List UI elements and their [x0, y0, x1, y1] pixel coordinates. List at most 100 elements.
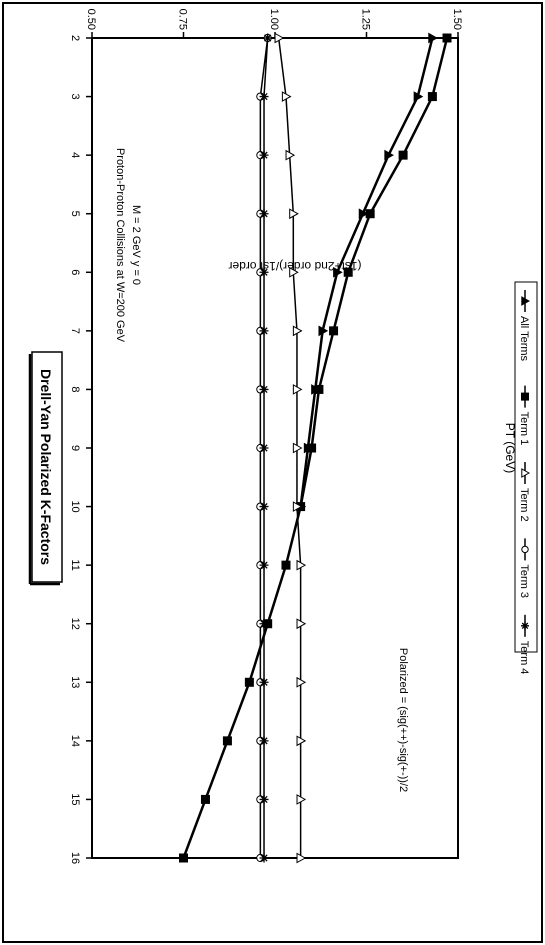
- legend-item: All Terms: [518, 290, 531, 362]
- y-axis-label: (1st+2nd order)/1st order: [228, 259, 361, 273]
- data-point: [296, 735, 307, 747]
- series-term-2: [274, 32, 307, 864]
- data-point: [200, 794, 210, 804]
- data-point: [521, 468, 531, 478]
- annotation-collisions: Proton-Proton Collisions at W=200 GeV: [114, 148, 126, 343]
- data-point: [259, 209, 269, 219]
- data-point: [365, 209, 375, 219]
- data-point: [442, 33, 452, 43]
- data-point: [259, 384, 269, 394]
- data-point: [296, 559, 307, 571]
- x-axis-label: PT (GeV): [503, 423, 517, 473]
- data-point: [292, 384, 303, 395]
- x-tick-label: 7: [69, 328, 81, 334]
- x-tick-label: 10: [69, 500, 81, 512]
- data-point: [343, 267, 353, 277]
- data-point: [179, 853, 188, 863]
- annotation-polarized: Polarized = (sig(++)-sig(+-))/2: [397, 648, 409, 792]
- data-point: [259, 736, 269, 746]
- x-tick-label: 4: [69, 152, 81, 158]
- series-layer: [179, 32, 452, 864]
- y-tick-label: 1.50: [451, 9, 463, 30]
- title-box: [31, 351, 63, 583]
- data-point: [259, 677, 269, 687]
- data-point: [289, 266, 299, 278]
- data-point: [413, 91, 424, 102]
- legend-box: [514, 281, 538, 653]
- x-tick-label: 14: [69, 735, 81, 747]
- legend-label: Term 2: [518, 488, 530, 522]
- data-point: [259, 502, 269, 512]
- x-tick-label: 11: [69, 559, 81, 570]
- data-point: [292, 501, 303, 512]
- data-point: [333, 266, 343, 278]
- data-point: [285, 149, 296, 161]
- data-point: [521, 296, 531, 306]
- data-point: [398, 150, 408, 160]
- data-point: [521, 392, 529, 401]
- data-point: [289, 208, 299, 220]
- y-tick-label: 1.25: [360, 9, 372, 30]
- y-axis-ticks: 0.50 0.75 1.00 1.25 1.50: [85, 9, 463, 38]
- legend-label: Term 1: [518, 412, 530, 446]
- x-tick-label: 9: [69, 445, 81, 451]
- data-point: [292, 325, 303, 337]
- data-point: [263, 33, 273, 43]
- x-axis-ticks: 2 3 4 5 6 7 8 9 10 11 12 13 14 15 16: [69, 35, 92, 864]
- legend-label: Term 3: [518, 564, 530, 598]
- x-tick-label: 16: [69, 852, 81, 864]
- data-point: [521, 545, 529, 554]
- legend-item: Term 1: [518, 385, 530, 446]
- y-tick-label: 0.50: [85, 9, 97, 30]
- x-tick-label: 2: [69, 35, 81, 41]
- data-point: [259, 853, 269, 863]
- x-tick-label: 8: [69, 386, 81, 392]
- data-point: [358, 208, 369, 220]
- data-point: [384, 149, 394, 161]
- data-point: [296, 852, 307, 864]
- data-point: [222, 736, 232, 746]
- data-point: [259, 326, 269, 336]
- x-tick-label: 6: [69, 269, 81, 275]
- rotated-chart: 2 3 4 5 6 7 8 9 10 11 12 13 14 15 16 0.50 0.75 1.00 1.25 1…: [28, 9, 538, 864]
- annotation-mass: M = 2 GeV y = 0: [130, 205, 142, 285]
- data-point: [259, 560, 269, 570]
- series-term-1: [179, 33, 452, 863]
- data-point: [259, 443, 269, 453]
- x-tick-label: 15: [69, 793, 81, 805]
- x-tick-label: 12: [69, 618, 81, 630]
- data-point: [281, 560, 291, 570]
- y-tick-label: 1.00: [268, 9, 280, 30]
- x-tick-label: 3: [69, 94, 81, 100]
- data-point: [259, 619, 269, 629]
- legend-label: All Terms: [518, 316, 530, 362]
- series-term-4: [259, 33, 273, 863]
- x-tick-label: 5: [69, 211, 81, 217]
- data-point: [296, 618, 307, 630]
- data-point: [427, 92, 437, 102]
- x-tick-label: 13: [69, 676, 81, 688]
- data-point: [428, 32, 438, 44]
- legend-item: Term 2: [518, 462, 531, 522]
- chart-title: Drell-Yan Polarized K-Factors: [38, 369, 54, 565]
- data-point: [329, 326, 339, 336]
- data-point: [296, 794, 307, 805]
- data-point: [296, 676, 307, 688]
- legend-item: Term 3: [518, 538, 530, 598]
- data-point: [521, 621, 529, 630]
- data-point: [292, 442, 303, 454]
- data-point: [259, 267, 269, 277]
- data-point: [259, 794, 269, 804]
- data-point: [244, 677, 254, 687]
- y-tick-label: 0.75: [177, 9, 189, 30]
- legend: All Terms Term 1 Term 2 Term 3 Term 4: [514, 281, 538, 674]
- data-point: [318, 325, 329, 337]
- data-point: [259, 92, 269, 102]
- data-point: [259, 150, 269, 160]
- data-point: [314, 384, 324, 394]
- legend-item: Term 4: [518, 614, 530, 674]
- data-point: [307, 443, 317, 453]
- data-point: [281, 91, 292, 102]
